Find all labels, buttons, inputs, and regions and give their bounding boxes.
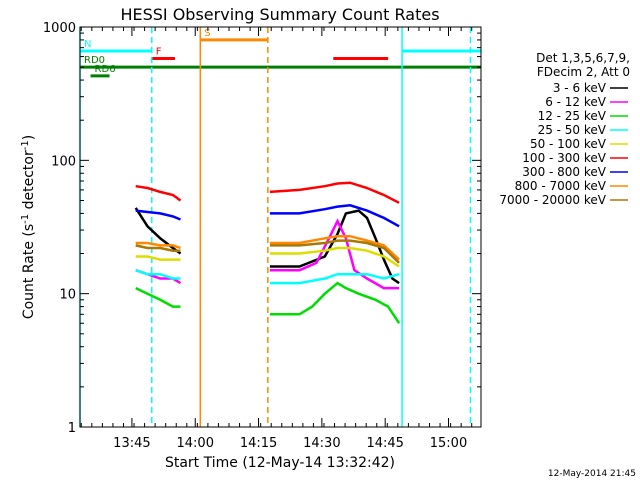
legend-item-label: 12 - 25 keV bbox=[538, 109, 607, 123]
legend-header-line-2: FDecim 2, Att 0 bbox=[537, 65, 630, 79]
legend-item-label: 300 - 800 keV bbox=[522, 165, 606, 179]
series-line bbox=[269, 209, 400, 285]
series-line bbox=[269, 204, 400, 228]
legend-item-label: 50 - 100 keV bbox=[530, 137, 607, 151]
series-line bbox=[269, 218, 400, 290]
legend-item-label: 25 - 50 keV bbox=[538, 123, 607, 137]
y-tick-label: 1000 bbox=[43, 21, 76, 36]
legend-item-label: 6 - 12 keV bbox=[545, 95, 607, 109]
legend-header-line-1: Det 1,3,5,6,7,9, bbox=[536, 51, 630, 65]
flag-bar-label: RD6 bbox=[95, 64, 116, 75]
flag-bar-label: F bbox=[156, 47, 162, 58]
series-line bbox=[135, 209, 181, 221]
x-tick-label: 14:15 bbox=[240, 436, 277, 451]
x-axis-label: Start Time (12-May-14 13:32:42) bbox=[165, 455, 395, 471]
series-lines bbox=[134, 181, 401, 324]
series-line bbox=[135, 269, 181, 280]
flag-bar-label: RD0 bbox=[84, 55, 105, 66]
series-line bbox=[269, 272, 400, 285]
series-line bbox=[269, 181, 400, 204]
series-line bbox=[269, 281, 401, 324]
legend-item-label: 7000 - 20000 keV bbox=[499, 193, 606, 207]
series-line bbox=[135, 184, 182, 202]
x-tick-label: 13:45 bbox=[113, 436, 150, 451]
x-tick-label: 14:30 bbox=[303, 436, 340, 451]
series-line bbox=[269, 246, 400, 268]
series-line bbox=[269, 239, 400, 264]
y-axis-label-mid: detector bbox=[21, 150, 37, 214]
series-line bbox=[135, 244, 181, 252]
series-line bbox=[135, 241, 181, 250]
chart-title: HESSI Observing Summary Count Rates bbox=[120, 5, 439, 24]
y-axis-label: Count Rate (s-1 detector-1) bbox=[20, 135, 38, 319]
legend-item-label: 100 - 300 keV bbox=[522, 151, 606, 165]
x-tick-label: 15:00 bbox=[430, 436, 467, 451]
vertical-markers bbox=[79, 27, 472, 427]
x-tick-label: 14:45 bbox=[366, 436, 403, 451]
legend: Det 1,3,5,6,7,9, FDecim 2, Att 0 3 - 6 k… bbox=[499, 51, 630, 207]
flag-bar-label: N bbox=[84, 39, 91, 50]
flag-bar-label: S bbox=[204, 28, 210, 39]
y-axis-label-end: ) bbox=[21, 135, 37, 140]
x-tick-label: 14:00 bbox=[177, 436, 214, 451]
x-axis-ticks: 13:45 14:00 14:15 14:30 14:45 15:00 bbox=[80, 27, 473, 451]
y-tick-label: 1 bbox=[68, 421, 76, 436]
plot-frame bbox=[79, 26, 482, 428]
legend-item-label: 800 - 7000 keV bbox=[515, 179, 607, 193]
y-tick-label: 100 bbox=[51, 154, 76, 169]
y-axis-label-main: Count Rate (s bbox=[21, 224, 37, 319]
series-line bbox=[269, 234, 400, 261]
series-line bbox=[135, 255, 181, 261]
y-axis-ticks: 1 10 100 1000 bbox=[43, 21, 481, 436]
legend-item-label: 3 - 6 keV bbox=[553, 81, 607, 95]
y-tick-label: 10 bbox=[59, 288, 76, 303]
y-axis-label-sup1: -1 bbox=[20, 214, 31, 224]
footer-date: 12-May-2014 21:45 bbox=[548, 469, 636, 479]
series-line bbox=[135, 286, 181, 308]
y-axis-label-sup2: -1 bbox=[20, 140, 31, 150]
